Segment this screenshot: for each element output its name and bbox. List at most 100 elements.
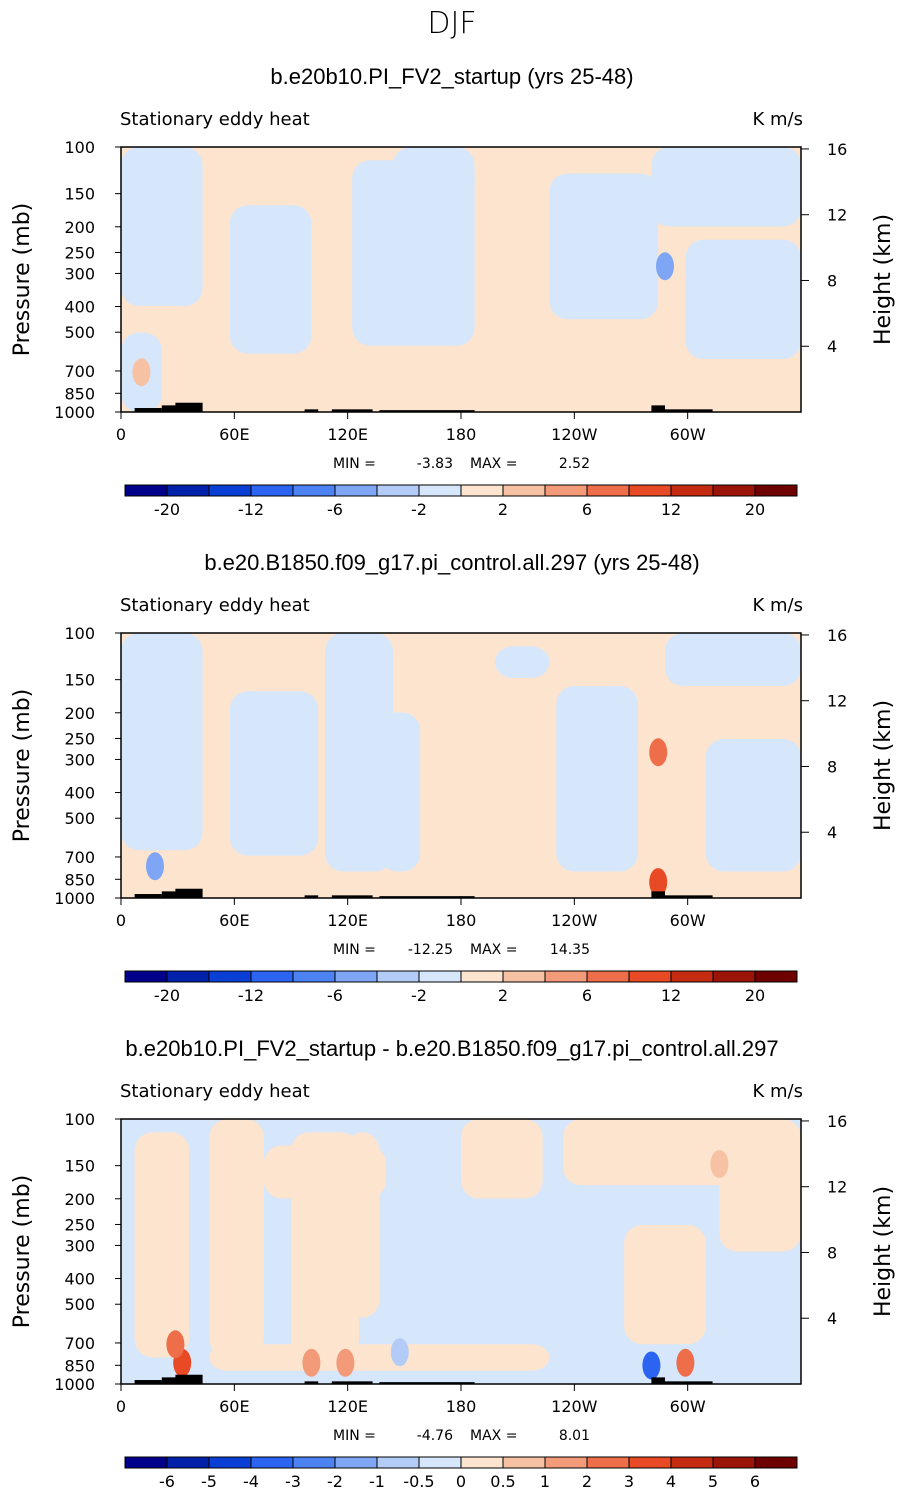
contour-region <box>209 1344 550 1371</box>
colorbar-label: -6 <box>159 1472 175 1491</box>
height-tick-label: 4 <box>827 1309 837 1328</box>
colorbar-cell <box>712 970 756 983</box>
pressure-tick-label: 250 <box>64 1215 95 1234</box>
colorbar-label: 12 <box>661 986 681 1005</box>
lon-tick-label: 0 <box>116 911 126 930</box>
topography <box>379 1382 475 1384</box>
topography <box>379 410 475 412</box>
contour-region <box>665 633 801 686</box>
height-tick-label: 16 <box>827 626 847 645</box>
colorbar-label: -0.5 <box>403 1472 434 1491</box>
topography <box>651 1377 665 1384</box>
colorbar-label: 4 <box>666 1472 676 1491</box>
colorbar-cell <box>292 484 336 497</box>
colorbar-cell <box>376 970 420 983</box>
colorbar-label: 2 <box>498 500 508 519</box>
contour-region <box>624 1225 706 1345</box>
contour-region <box>651 147 801 227</box>
min-value: -3.83 <box>417 456 453 472</box>
colorbar-cell <box>124 1456 168 1469</box>
topography <box>665 409 713 412</box>
colorbar-cell <box>712 484 756 497</box>
colorbar-label: 2 <box>498 986 508 1005</box>
topography <box>331 895 373 898</box>
contour-region <box>209 1119 264 1358</box>
contour-regions <box>121 633 801 898</box>
colorbar-cell <box>754 970 798 983</box>
lon-tick-label: 60E <box>219 1397 249 1416</box>
lon-tick-label: 60E <box>219 911 249 930</box>
colorbar-label: -20 <box>154 500 180 519</box>
pressure-tick-label: 400 <box>64 298 95 317</box>
topography <box>175 1374 203 1384</box>
pressure-tick-label: 200 <box>64 218 95 237</box>
height-tick-label: 8 <box>827 757 837 776</box>
topography <box>665 895 713 898</box>
min-value: -4.76 <box>417 1428 453 1444</box>
contour-region <box>291 1132 359 1358</box>
y-axis-title: Pressure (mb) <box>10 1175 35 1329</box>
topography <box>331 409 373 412</box>
colorbar-label: -20 <box>154 986 180 1005</box>
max-label: MAX = <box>470 1428 517 1444</box>
colorbar-cell <box>628 970 672 983</box>
colorbar-cell <box>544 970 588 983</box>
colorbar-cell <box>460 970 504 983</box>
pressure-tick-label: 1000 <box>54 1375 95 1394</box>
chart-panel-3: b.e20b10.PI_FV2_startup - b.e20.B1850.f0… <box>10 1036 896 1491</box>
contour-region <box>345 1132 380 1318</box>
colorbar-label: 20 <box>745 500 765 519</box>
colorbar-cell <box>418 970 462 983</box>
colorbar-cell <box>670 970 714 983</box>
contour-region <box>461 1119 543 1199</box>
colorbar-label: 0.5 <box>490 1472 515 1491</box>
contour-region <box>685 239 801 359</box>
lon-tick-label: 120W <box>551 425 598 444</box>
lon-tick-label: 0 <box>116 1397 126 1416</box>
pressure-tick-label: 850 <box>64 384 95 403</box>
colorbar-label: -12 <box>238 500 264 519</box>
colorbar-cell <box>670 1456 714 1469</box>
contour-region <box>379 712 421 872</box>
colorbar-cell <box>544 1456 588 1469</box>
pressure-tick-label: 850 <box>64 870 95 889</box>
pressure-tick-label: 700 <box>64 848 95 867</box>
y2-axis-title: Height (km) <box>871 700 896 831</box>
variable-label: Stationary eddy heat <box>120 1081 310 1102</box>
contour-region <box>495 646 550 679</box>
chart-panel-2: b.e20.B1850.f09_g17.pi_control.all.297 (… <box>10 550 896 1005</box>
contour-region <box>705 739 801 872</box>
height-tick-label: 4 <box>827 337 837 356</box>
variable-label: Stationary eddy heat <box>120 109 310 130</box>
panel-title: b.e20b10.PI_FV2_startup (yrs 25-48) <box>270 64 633 89</box>
pressure-tick-label: 300 <box>64 264 95 283</box>
contour-regions <box>121 147 801 412</box>
anomaly-spot <box>656 252 674 281</box>
contour-region <box>556 686 638 872</box>
colorbar-cell <box>208 1456 252 1469</box>
colorbar-label: -2 <box>411 986 427 1005</box>
topography <box>651 405 665 412</box>
colorbar-cell <box>292 1456 336 1469</box>
colorbar-cell <box>334 970 378 983</box>
colorbar-cell <box>418 1456 462 1469</box>
colorbar-cell <box>250 1456 294 1469</box>
colorbar-cell <box>502 484 546 497</box>
colorbar-label: -12 <box>238 986 264 1005</box>
pressure-tick-label: 150 <box>64 671 95 690</box>
colorbar-cell <box>208 970 252 983</box>
height-tick-label: 4 <box>827 823 837 842</box>
height-tick-label: 16 <box>827 140 847 159</box>
colorbar-label: 6 <box>582 500 592 519</box>
colorbar-label: -5 <box>201 1472 217 1491</box>
variable-label: Stationary eddy heat <box>120 595 310 616</box>
pressure-tick-label: 250 <box>64 243 95 262</box>
colorbar-cell <box>250 970 294 983</box>
pressure-tick-label: 500 <box>64 1295 95 1314</box>
colorbar-cell <box>586 970 630 983</box>
colorbar-label: -3 <box>285 1472 301 1491</box>
colorbar-label: 12 <box>661 500 681 519</box>
colorbar-cell <box>460 484 504 497</box>
lon-tick-label: 120W <box>551 911 598 930</box>
topography <box>651 891 665 898</box>
